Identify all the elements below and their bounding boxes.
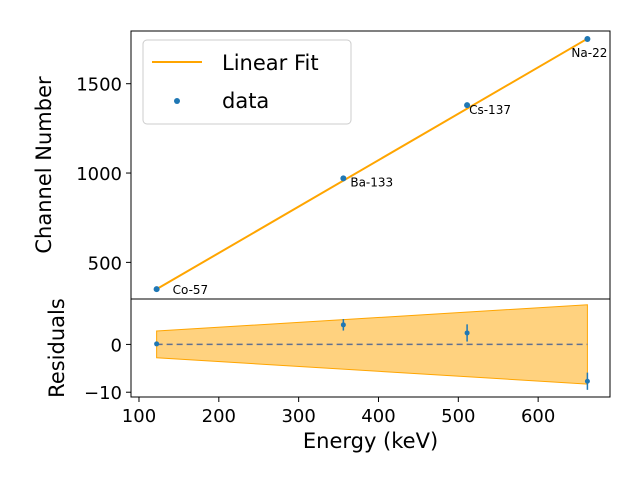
residuals-points-layer [154,319,590,390]
data-point [153,286,160,293]
residual-point [340,322,346,328]
point-label: Cs-137 [469,103,511,117]
fit-line [156,37,588,291]
legend-label-data: data [222,89,269,113]
main-y-ticks: 500 1000 1500 [76,75,131,274]
legend: Linear Fit data [142,39,352,125]
x-tick-label: 100 [122,406,156,427]
y-tick-label: 500 [88,253,122,274]
residual-point [584,378,590,384]
y-tick-label: 0 [111,335,122,356]
x-tick-label: 200 [202,406,236,427]
x-tick-label: 600 [521,406,555,427]
main-y-axis-label: Channel Number [32,76,56,254]
main-points-layer [153,36,591,293]
main-fit-line-layer [156,37,588,291]
residual-point [154,341,160,347]
y-tick-label: 1000 [76,164,122,185]
y-tick-label: −10 [84,383,122,404]
residuals-axes-frame [130,298,611,398]
main-annotations-layer: Co-57 Ba-133 Cs-137 Na-22 [173,46,608,297]
point-label: Co-57 [173,283,209,297]
residuals-y-ticks: −10 0 [84,335,131,404]
y-tick-label: 1500 [76,75,122,96]
x-tick-label: 300 [281,406,315,427]
x-tick-label: 400 [361,406,395,427]
point-label: Ba-133 [350,175,393,189]
residuals-panel: −10 0 100 200 300 400 500 600 Residuals Energy… [45,298,611,453]
x-tick-label: 500 [441,406,475,427]
data-point [464,102,471,109]
point-label: Na-22 [571,46,607,60]
residuals-y-axis-label: Residuals [45,298,69,398]
legend-label-fit: Linear Fit [222,51,319,75]
residual-point [464,330,470,336]
data-point [584,36,591,43]
legend-point-swatch [174,98,180,104]
data-point [340,175,347,182]
x-axis-label: Energy (keV) [303,429,438,453]
residuals-x-ticks: 100 200 300 400 500 600 [122,397,555,427]
main-panel: Co-57 Ba-133 Cs-137 Na-22 500 1000 1500 Chann… [32,30,611,300]
